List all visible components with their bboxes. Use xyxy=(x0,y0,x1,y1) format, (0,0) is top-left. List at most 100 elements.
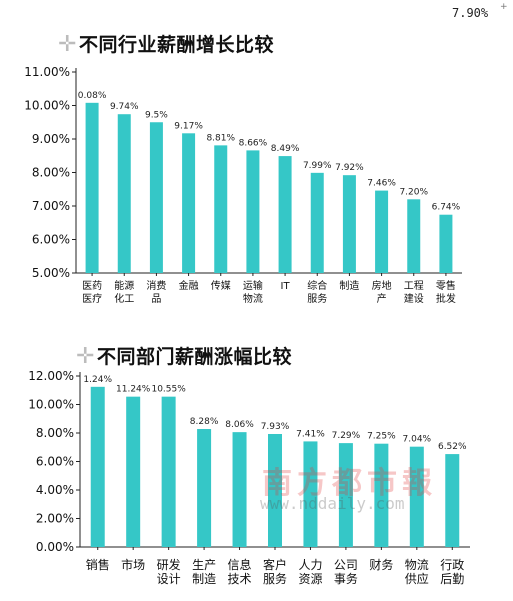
y-tick-label: 12.00% xyxy=(28,369,74,383)
category-label: 后勤 xyxy=(440,572,464,586)
bar xyxy=(149,122,163,273)
data-label: 6.52% xyxy=(438,442,467,452)
category-label: 销售 xyxy=(86,557,110,572)
data-label: 7.99% xyxy=(303,161,332,171)
data-label: 7.41% xyxy=(296,429,325,439)
category-label: 综合 xyxy=(307,279,327,292)
category-label: 生产 xyxy=(192,558,216,572)
category-label: 传媒 xyxy=(211,280,231,292)
category-label: 运输 xyxy=(243,279,263,292)
category-label: 研发 xyxy=(157,557,181,572)
chart-1-title-text: 不同行业薪酬增长比较 xyxy=(78,34,274,56)
watermark-brand: 南方都市報 xyxy=(262,466,437,501)
chart-1-title: ✛ 不同行业薪酬增长比较 xyxy=(58,30,274,57)
data-label: 8.66% xyxy=(239,138,268,148)
y-tick-label: 10.00% xyxy=(24,99,70,113)
category-label: 技术 xyxy=(228,572,252,586)
category-label: 医疗 xyxy=(82,292,102,305)
category-label: IT xyxy=(281,281,291,292)
category-label: 行政 xyxy=(440,558,464,572)
chart-2-title-text: 不同部门薪酬涨幅比较 xyxy=(96,346,292,368)
category-label: 公司 xyxy=(334,558,358,572)
bar xyxy=(90,386,105,547)
category-label: 医药 xyxy=(82,280,102,292)
data-label: 9.74% xyxy=(110,102,139,112)
bar xyxy=(197,429,212,547)
y-tick-label: 6.00% xyxy=(36,455,74,469)
y-tick-label: 9.00% xyxy=(32,132,70,146)
category-label: 信息 xyxy=(228,557,252,572)
bar xyxy=(232,432,247,547)
data-label: 8.06% xyxy=(225,420,254,430)
plus-icon: ✛ xyxy=(76,344,95,369)
y-tick-label: 7.00% xyxy=(32,199,70,213)
category-label: 批发 xyxy=(436,292,456,305)
bar xyxy=(303,441,318,547)
bar xyxy=(375,190,389,273)
y-tick-label: 11.00% xyxy=(24,65,70,79)
category-label: 客户 xyxy=(263,557,287,572)
bar xyxy=(407,199,421,273)
data-label: 7.92% xyxy=(335,163,364,173)
bar xyxy=(445,454,460,547)
bar xyxy=(85,102,99,273)
category-label: 服务 xyxy=(263,571,287,586)
bar xyxy=(182,133,196,273)
bar xyxy=(268,433,282,547)
category-label: 物流 xyxy=(405,558,429,572)
y-tick-label: 8.00% xyxy=(32,166,70,180)
data-label: 7.20% xyxy=(399,187,428,197)
category-label: 人力 xyxy=(298,558,322,572)
data-label: 7.93% xyxy=(261,422,290,432)
bar xyxy=(161,396,176,547)
bar xyxy=(126,396,141,547)
category-label: 品 xyxy=(151,293,161,305)
y-tick-label: 8.00% xyxy=(36,426,74,440)
plus-icon: ✛ xyxy=(58,32,77,57)
category-label: 事务 xyxy=(334,571,358,586)
bar xyxy=(278,156,292,273)
bar xyxy=(310,172,324,273)
category-label: 供应 xyxy=(405,571,429,586)
bar xyxy=(439,214,453,273)
bar xyxy=(214,145,228,273)
category-label: 市场 xyxy=(121,557,145,572)
y-tick-label: 4.00% xyxy=(36,483,74,497)
data-label: 9.17% xyxy=(174,121,203,131)
corner-mark: + xyxy=(500,2,508,12)
data-label: 8.81% xyxy=(206,133,235,143)
data-label: 7.04% xyxy=(403,435,432,445)
data-label: 0.08% xyxy=(78,91,107,101)
category-label: 设计 xyxy=(157,572,181,586)
category-label: 制造 xyxy=(339,279,359,292)
industry-salary-growth-chart: 5.00% 6.00% 7.00% 8.00% 9.00% 10.00% 11.00% 0.0… xyxy=(24,65,462,305)
data-label: 8.49% xyxy=(271,144,300,154)
category-label: 制造 xyxy=(192,572,216,586)
data-label: 7.25% xyxy=(367,432,396,442)
category-label: 建设 xyxy=(404,292,424,305)
data-label: 9.5% xyxy=(145,110,168,120)
y-tick-label: 0.00% xyxy=(36,540,74,554)
category-label: 财务 xyxy=(369,557,393,572)
category-label: 化工 xyxy=(114,292,134,305)
data-label: 6.74% xyxy=(432,203,461,213)
bar xyxy=(409,446,424,547)
category-label: 资源 xyxy=(298,572,322,586)
data-label: 7.29% xyxy=(332,431,361,441)
data-label: 7.46% xyxy=(367,179,396,189)
category-label: 物流 xyxy=(243,292,263,305)
y-tick-label: 10.00% xyxy=(28,398,74,412)
category-label: 房地 xyxy=(372,279,392,292)
chart-2-title: ✛ 不同部门薪酬涨幅比较 xyxy=(76,342,292,369)
data-label: 10.55% xyxy=(151,385,186,395)
data-label: 1.24% xyxy=(83,375,112,385)
bar xyxy=(117,114,131,274)
y-tick-label: 6.00% xyxy=(32,233,70,247)
corner-value: 7.90% xyxy=(452,6,489,20)
category-label: 能源 xyxy=(114,279,134,292)
category-label: 零售 xyxy=(436,279,456,292)
data-label: 11.24% xyxy=(116,385,151,395)
bar xyxy=(338,443,353,547)
bar xyxy=(374,443,389,547)
